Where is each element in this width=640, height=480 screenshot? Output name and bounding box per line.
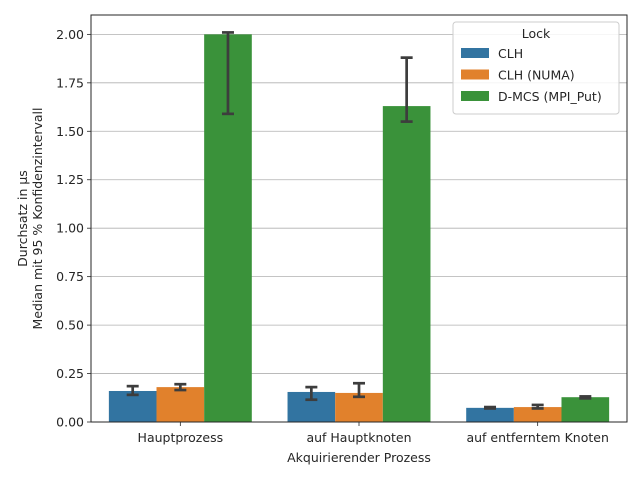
legend-entry-label: CLH <box>498 46 523 61</box>
bar <box>382 106 431 422</box>
legend-swatch <box>461 48 489 58</box>
legend-entry-label: CLH (NUMA) <box>498 68 575 83</box>
legend-entry-label: D-MCS (MPI_Put) <box>498 89 602 104</box>
bar <box>513 407 562 422</box>
x-axis-label: Akquirierender Prozess <box>287 450 431 465</box>
y-tick-label: 1.25 <box>56 172 84 187</box>
y-axis-ticks: 0.00 0.25 0.50 0.75 1.00 1.25 1.50 1.75 2.00 <box>56 27 91 430</box>
bar <box>466 407 514 422</box>
x-axis-ticks: Hauptprozess auf Hauptknoten auf entfernte… <box>138 422 609 445</box>
bar <box>561 397 610 422</box>
y-tick-label: 2.00 <box>56 27 84 42</box>
y-tick-label: 1.50 <box>56 124 84 139</box>
y-tick-label: 1.75 <box>56 75 84 90</box>
error-bars <box>126 31 592 410</box>
x-tick-label: auf entferntem Knoten <box>466 430 608 445</box>
legend: Lock CLH CLH (NUMA) D-MCS (MPI_Put) <box>452 21 620 115</box>
y-axis-label-line-1: Durchsatz in µs <box>15 170 30 267</box>
x-tick-label: auf Hauptknoten <box>306 430 411 445</box>
y-tick-label: 1.00 <box>56 221 84 236</box>
bars <box>108 34 610 422</box>
bar <box>156 387 205 422</box>
y-axis-label-line-2: Median mit 95 % Konfidenzintervall <box>30 108 45 330</box>
legend-swatch <box>461 91 489 101</box>
y-gridlines <box>91 33 627 423</box>
y-tick-label: 0.75 <box>56 269 84 284</box>
x-tick-label: Hauptprozess <box>138 430 224 445</box>
y-tick-label: 0.25 <box>56 366 84 381</box>
y-tick-label: 0.50 <box>56 318 84 333</box>
y-tick-label: 0.00 <box>56 415 84 430</box>
legend-swatch <box>461 69 489 80</box>
legend-title: Lock <box>522 26 551 41</box>
legend-box <box>452 21 620 115</box>
